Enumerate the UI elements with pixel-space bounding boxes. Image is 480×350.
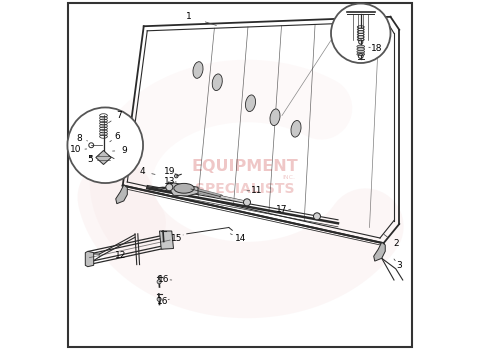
Text: 8: 8	[76, 134, 82, 143]
Ellipse shape	[357, 45, 365, 48]
Ellipse shape	[357, 53, 365, 56]
Text: 13: 13	[164, 177, 175, 186]
Polygon shape	[85, 251, 94, 267]
Text: 10: 10	[71, 145, 82, 154]
Text: SPECIALISTS: SPECIALISTS	[195, 182, 295, 196]
Text: 14: 14	[235, 233, 246, 243]
Polygon shape	[116, 185, 127, 204]
Text: EQUIPMENT: EQUIPMENT	[192, 159, 299, 174]
Circle shape	[243, 199, 251, 206]
Circle shape	[166, 184, 173, 191]
Polygon shape	[159, 231, 173, 249]
Ellipse shape	[212, 74, 222, 91]
Circle shape	[313, 213, 321, 220]
Text: 18: 18	[371, 44, 382, 53]
Text: 9: 9	[121, 146, 127, 155]
Text: 16: 16	[158, 275, 169, 284]
Circle shape	[331, 4, 391, 63]
Ellipse shape	[174, 183, 194, 193]
Ellipse shape	[270, 109, 280, 126]
Text: 11: 11	[251, 186, 263, 195]
Text: 7: 7	[116, 111, 122, 120]
Polygon shape	[374, 242, 385, 261]
Text: 19: 19	[164, 167, 175, 176]
Ellipse shape	[193, 62, 203, 78]
Text: 15: 15	[170, 233, 182, 243]
Text: 3: 3	[396, 261, 402, 271]
Circle shape	[157, 297, 161, 301]
Text: 6: 6	[114, 132, 120, 141]
Text: 4: 4	[139, 167, 145, 176]
Text: 17: 17	[276, 205, 288, 215]
Text: INC.: INC.	[283, 175, 296, 180]
Text: 16: 16	[156, 296, 168, 306]
Circle shape	[90, 155, 92, 158]
Polygon shape	[96, 150, 111, 164]
Ellipse shape	[357, 48, 365, 50]
Ellipse shape	[357, 50, 365, 53]
Text: 2: 2	[393, 239, 398, 248]
Polygon shape	[168, 182, 198, 196]
Circle shape	[314, 214, 320, 219]
Text: 12: 12	[115, 251, 126, 260]
Ellipse shape	[291, 120, 301, 137]
Text: 1: 1	[186, 12, 192, 21]
Circle shape	[68, 107, 143, 183]
Circle shape	[157, 280, 161, 284]
Ellipse shape	[245, 95, 255, 112]
Text: 5: 5	[87, 155, 93, 164]
